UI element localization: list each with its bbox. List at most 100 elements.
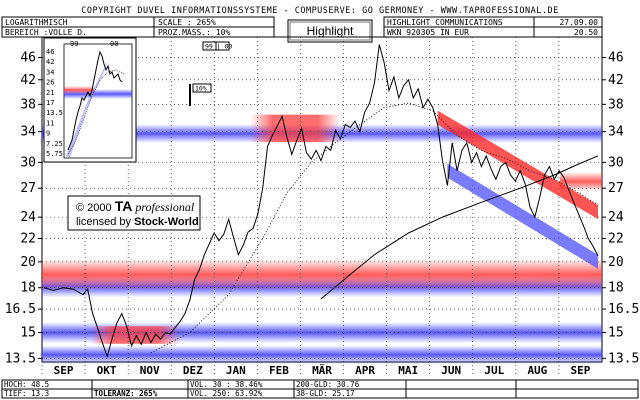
gld38-value: 38-GLD: 25.17 [296, 389, 355, 398]
y-tick-label-right: 22 [608, 231, 624, 246]
vol30-value: VOL. 30 : 38.46% [190, 380, 263, 389]
inset-y-tick-label: 17 [46, 99, 54, 107]
grid-lines [38, 37, 606, 374]
scale-type-label: LOGARITHMISCH [5, 18, 68, 27]
moving-average-200 [320, 155, 599, 300]
date-label: 27.09.00 [559, 18, 598, 27]
svg-text:© 2000 TA professional: © 2000 TA professional [76, 198, 195, 214]
watermark-copyright: © 2000 [76, 202, 115, 214]
month-label: FEB [269, 364, 289, 377]
y-tick-label-left: 22 [20, 231, 36, 246]
y-tick-label-right: 20 [608, 255, 624, 270]
blue-trend-channel [447, 163, 598, 269]
y-tick-label-right: 34 [608, 125, 624, 140]
y-tick-label-right: 46 [608, 50, 624, 65]
moving-averages [150, 102, 599, 354]
month-label: JUN [441, 364, 461, 377]
y-tick-label-right: 24 [608, 210, 624, 225]
red-zone-2 [560, 171, 602, 192]
inset-y-tick-label: 11 [46, 119, 54, 127]
vol250-value: VOL. 250: 63.92% [190, 389, 263, 398]
watermark-licensed: licensed by [76, 216, 134, 228]
month-label: NOV [140, 364, 160, 377]
inset-y-tick-label: 46 [46, 48, 54, 56]
price-line [43, 44, 599, 359]
period-marker: 99 | 00 [202, 41, 232, 51]
highlight-button-label: Highlight [307, 24, 354, 38]
red-zone-1 [250, 114, 340, 142]
inset-y-tick-label: 34 [46, 68, 54, 76]
inset-price-line [67, 50, 123, 151]
inset-y-tick-label: 13.5 [46, 109, 63, 117]
gld200-value: 200-GLD: 30.76 [296, 380, 360, 389]
svg-text:licensed by Stock-World: licensed by Stock-World [76, 216, 199, 228]
range-label: BEREICH :VOLLE D. [5, 28, 87, 37]
y-tick-label-left: 13.5 [5, 351, 36, 366]
wkn-label: WKN 920305 IN EUR [387, 28, 469, 37]
watermark-professional: professional [132, 200, 195, 214]
highlight-button[interactable]: Highlight [287, 19, 373, 43]
y-axis-right: 13.5 15 16.5 18 20 22 24 27 30 34 38 42 46 [608, 50, 639, 366]
inset-left-label: 99 [70, 40, 78, 48]
y-tick-label-left: 27 [20, 181, 36, 196]
y-tick-label-left: 24 [20, 210, 36, 225]
inset-right-label: 00 [110, 40, 118, 48]
footer-stats: HOCH: 48.5 TIEF: 13.3 TOLERANZ: 265% VOL… [1, 379, 639, 399]
month-label: MÄR [312, 363, 332, 377]
period-marker-text: 99 | 00 [205, 43, 232, 51]
y-tick-label-right: 27 [608, 181, 624, 196]
y-tick-label-left: 15 [20, 325, 36, 340]
y-tick-label-right: 13.5 [608, 351, 639, 366]
y-tick-label-right: 16.5 [608, 302, 639, 317]
copyright-text: COPYRIGHT DUVEL INFORMATIONSSYSTEME - CO… [81, 6, 558, 16]
y-tick-label-left: 30 [20, 155, 36, 170]
month-label: JUL [484, 364, 504, 377]
inset-y-axis: 46 42 34 26 21 17 13.5 11 9 7.25 5.75 [46, 48, 63, 158]
y-tick-label-right: 42 [608, 73, 624, 88]
month-label: SEP [571, 364, 591, 377]
inset-y-tick-label: 5.75 [46, 150, 63, 158]
month-label: DEZ [183, 364, 203, 377]
scale-label: SCALE : 265% [158, 18, 216, 27]
inset-y-tick-label: 7.25 [46, 140, 63, 148]
low-value: TIEF: 13.3 [4, 389, 49, 398]
inset-y-tick-label: 26 [46, 79, 54, 87]
inset-chart: 99 00 46 42 34 26 21 17 13.5 11 9 7.25 5.75 [43, 37, 137, 163]
y-tick-label-right: 38 [608, 97, 624, 112]
y-tick-label-right: 18 [608, 281, 624, 296]
inset-y-tick-label: 21 [46, 89, 54, 97]
month-label: AUG [527, 364, 547, 377]
scale-marker: 10% [189, 83, 212, 106]
red-zone-3 [90, 326, 180, 344]
y-tick-label-right: 30 [608, 155, 624, 170]
red-zone-0 [42, 258, 602, 291]
y-axis-left: 13.5 15 16.5 18 20 22 24 27 30 34 38 42 46 [5, 50, 36, 366]
y-tick-label-left: 46 [20, 50, 36, 65]
percent-scale-label: PROZ.MASS.: 10% [158, 28, 230, 37]
y-tick-label-left: 18 [20, 281, 36, 296]
high-value: HOCH: 48.5 [4, 380, 49, 389]
y-tick-label-left: 38 [20, 97, 36, 112]
month-label: APR [355, 364, 375, 377]
tolerance-value: TOLERANZ: 265% [94, 389, 158, 398]
company-name: HIGHLIGHT COMMUNICATIONS [387, 18, 503, 27]
watermark-stockworld: Stock-World [134, 216, 199, 228]
y-tick-label-left: 34 [20, 125, 36, 140]
y-tick-label-left: 20 [20, 255, 36, 270]
moving-average-38 [150, 102, 599, 354]
inset-y-tick-label: 9 [46, 130, 50, 138]
month-label: OKT [97, 364, 117, 377]
y-tick-label-right: 15 [608, 325, 624, 340]
month-label: SEP [54, 364, 74, 377]
watermark: © 2000 TA professional licensed by Stock… [67, 195, 201, 231]
y-tick-label-left: 42 [20, 73, 36, 88]
last-price-label: 20.50 [574, 28, 598, 37]
highlight-zones [42, 114, 602, 365]
scale-marker-text: 10% [195, 85, 207, 93]
month-label: JAN [226, 364, 246, 377]
blue-zone-2 [42, 345, 602, 365]
x-axis-months: SEP OKT NOV DEZ JAN FEB MÄR APR MAI JUN JUL AUG SEP [54, 363, 591, 377]
month-label: MAI [398, 364, 418, 377]
y-tick-label-left: 16.5 [5, 302, 36, 317]
